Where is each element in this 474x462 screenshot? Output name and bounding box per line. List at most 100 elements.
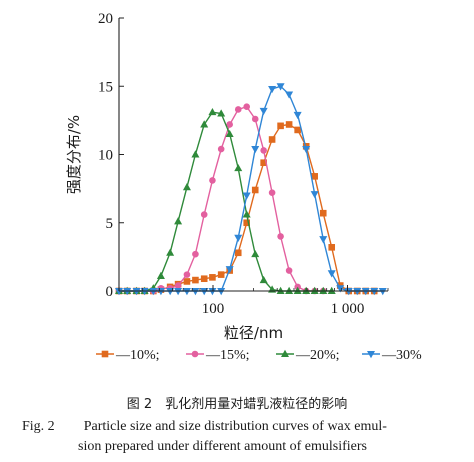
data-point	[319, 236, 328, 244]
legend-marker	[191, 350, 199, 358]
legend-marker	[281, 349, 289, 357]
data-point	[234, 249, 242, 257]
y-tick-label: 10	[98, 148, 113, 164]
data-point	[191, 288, 200, 296]
figure-caption-en-line2: sion prepared under different amount of …	[78, 439, 367, 454]
figure-caption-en-line1: Fig. 2 Particle size and size distributi…	[22, 418, 462, 436]
data-point	[293, 111, 302, 120]
data-point	[200, 211, 208, 218]
data-point	[209, 177, 216, 184]
series-0	[115, 121, 378, 295]
x-tick-label: 100	[202, 301, 225, 317]
data-point	[328, 244, 336, 251]
data-point	[217, 271, 225, 278]
data-point	[217, 288, 226, 296]
series-line	[119, 85, 383, 292]
data-point	[276, 83, 285, 91]
data-point	[319, 286, 328, 294]
data-point	[226, 121, 233, 128]
x-axis-label: 粒径/nm	[224, 324, 283, 342]
data-point	[310, 286, 319, 294]
data-point	[234, 234, 243, 242]
data-point	[251, 115, 259, 123]
data-point	[234, 163, 243, 172]
data-point	[260, 147, 267, 154]
data-point	[259, 275, 268, 284]
data-point	[251, 249, 260, 258]
data-point	[276, 286, 285, 294]
data-point	[174, 282, 182, 289]
y-tick-label: 15	[98, 79, 113, 95]
data-point	[327, 270, 336, 278]
data-point	[166, 248, 175, 256]
chart: 0 5 10 15 20 100 1 000 粒径/nm 强度分布/% —10%; —15%; —2…	[65, 11, 422, 363]
data-point	[268, 136, 276, 143]
y-tick-label: 20	[98, 11, 113, 27]
plot-area	[115, 83, 387, 296]
series-3	[115, 83, 387, 296]
legend-marker	[101, 350, 109, 358]
data-point	[370, 288, 379, 296]
data-point	[336, 285, 345, 293]
data-point	[217, 109, 226, 117]
figure-caption-en-text1: Particle size and size distribution curv…	[83, 419, 387, 434]
data-point	[242, 210, 251, 218]
data-point	[294, 126, 301, 134]
figure-caption-cn: 图 2 乳化剂用量对蜡乳液粒径的影响	[126, 397, 348, 412]
data-point	[200, 275, 208, 283]
data-point	[251, 146, 260, 154]
data-point	[225, 266, 234, 274]
data-point	[277, 233, 284, 240]
data-point	[285, 121, 293, 128]
data-point	[234, 106, 242, 113]
y-tick-label: 0	[106, 284, 114, 300]
legend-item-1: —15%;	[186, 348, 250, 363]
data-point	[268, 85, 277, 94]
data-point	[182, 183, 191, 191]
data-point	[132, 288, 141, 296]
figure-label: Fig. 2	[22, 419, 55, 434]
data-point	[182, 288, 191, 296]
data-point	[285, 286, 294, 294]
data-point	[378, 288, 387, 296]
data-point	[319, 209, 327, 217]
legend-item-3: —30%	[362, 348, 422, 363]
data-point	[208, 107, 217, 116]
data-point	[209, 274, 216, 281]
axes: 0 5 10 15 20 100 1 000 粒径/nm 强度分布/%	[65, 11, 389, 342]
data-point	[243, 219, 250, 227]
data-point	[242, 192, 251, 200]
data-point	[311, 173, 318, 180]
data-point	[183, 278, 191, 285]
data-point	[183, 271, 191, 278]
data-point	[353, 288, 362, 296]
data-point	[285, 91, 294, 99]
legend-label: —30%	[381, 348, 422, 363]
legend-item-0: —10%;	[96, 348, 160, 363]
data-point	[200, 120, 209, 128]
series-line	[119, 105, 324, 292]
data-point	[302, 286, 311, 294]
data-point	[200, 288, 209, 296]
legend-marker	[367, 351, 375, 359]
data-point	[293, 286, 302, 294]
data-point	[192, 276, 199, 284]
data-point	[156, 288, 165, 296]
y-axis-label: 强度分布/%	[65, 115, 83, 194]
data-point	[174, 288, 183, 296]
y-tick-label: 5	[106, 216, 114, 232]
data-point	[115, 288, 123, 296]
data-point	[259, 107, 268, 116]
data-point	[123, 288, 132, 296]
data-point	[361, 288, 370, 296]
data-point	[217, 145, 225, 153]
data-point	[174, 217, 183, 225]
data-point	[192, 250, 199, 258]
data-point	[268, 189, 276, 197]
legend-label: —15%;	[205, 348, 250, 363]
data-point	[344, 288, 353, 296]
data-point	[327, 286, 336, 294]
data-point	[208, 288, 217, 296]
data-point	[251, 186, 259, 194]
legend-label: —20%;	[295, 348, 340, 363]
